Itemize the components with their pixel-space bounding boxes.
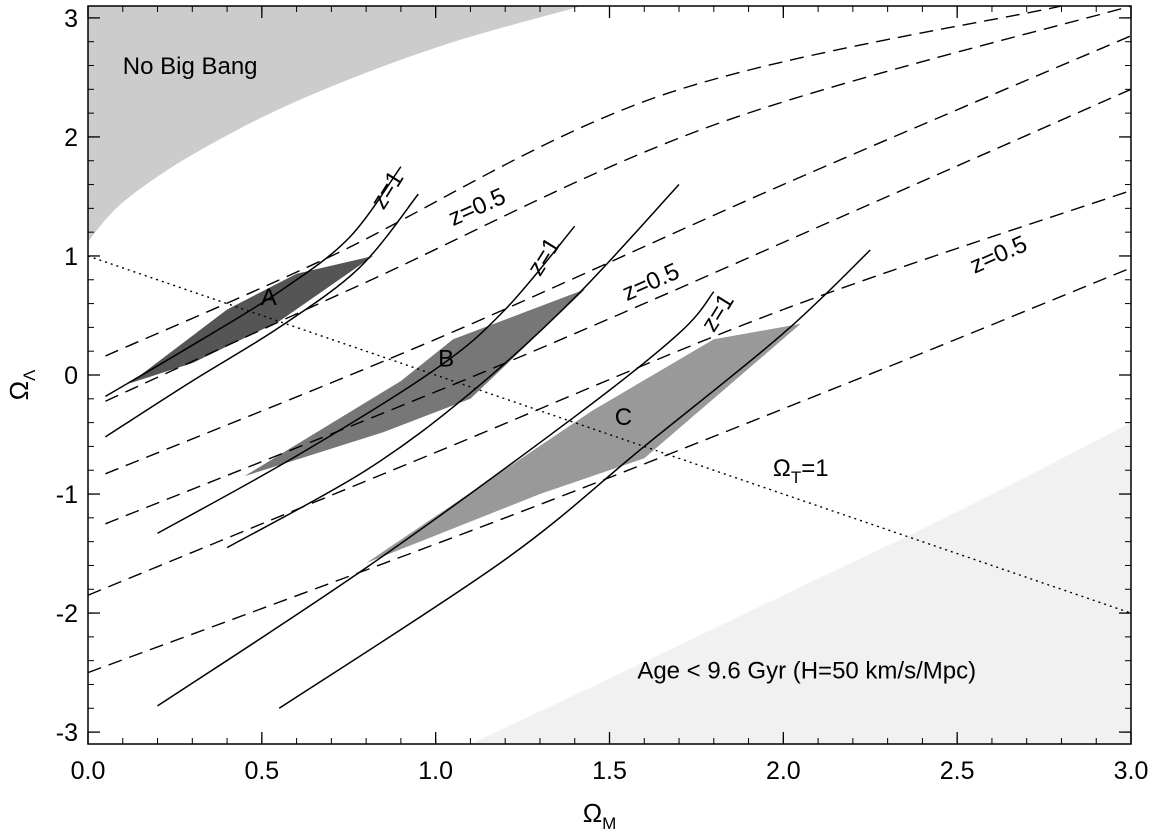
dashed-line-5 [88,189,1131,596]
z-label-5: z=1 [696,289,740,337]
solid-curve-2-left [157,225,576,534]
region-label-b: B [438,346,454,373]
x-tick-label-4: 2.0 [766,757,801,785]
x-tick-label-2: 1.0 [418,757,453,785]
dashed-line-4 [105,88,1131,525]
omega-t-line [88,255,1131,614]
background-regions [88,6,1131,744]
y-tick-label-5: 2 [64,124,78,152]
z-label-6: z=0.5 [966,230,1031,279]
dashed-line-3 [105,35,1131,475]
x-tick-label-3: 1.5 [592,757,627,785]
shaded-region-c [366,323,801,564]
y-tick-label-1: -2 [56,600,78,628]
dashed-line-1 [105,6,1062,357]
no-big-bang-label: No Big Bang [123,53,258,80]
z-label-3: z=1 [522,233,566,281]
solid-curve-1-right [104,193,419,438]
solid-curve-1-left [105,166,402,398]
dashed-line-2 [105,6,1131,402]
solid-curve-3-left [157,291,715,707]
z-label-2: z=0.5 [445,183,510,232]
y-tick-label-6: 3 [64,5,78,33]
x-tick-label-0: 0.0 [71,757,106,785]
age-limit-label: Age < 9.6 Gyr (H=50 km/s/Mpc) [637,658,976,685]
region-label-c: C [615,404,632,431]
x-tick-label-1: 0.5 [244,757,279,785]
solid-curve-3-right [278,249,871,709]
z-label-4: z=0.5 [618,258,683,307]
y-axis-title: ΩΛ [4,369,39,400]
model-lines [88,6,1131,709]
axes: 0.0 0.5 1.0 1.5 2.0 2.5 3.0 -3 -2 -1 0 1 2 3 ΩM ΩΛ [4,5,1148,832]
age-limit-region [470,422,1131,744]
omega-t-label: ΩT=1 [773,455,829,487]
dashed-line-6 [88,267,1131,674]
shaded-region-a [129,256,374,384]
y-tick-label-0: -3 [56,719,78,747]
solid-curve-2-right [226,183,680,549]
x-tick-label-6: 3.0 [1114,757,1149,785]
y-tick-label-2: -1 [56,481,78,509]
z-label-1: z=1 [366,166,410,214]
region-label-a: A [261,284,277,311]
x-axis-title: ΩM [583,798,617,832]
y-tick-label-4: 1 [64,243,78,271]
x-tick-label-5: 2.5 [940,757,975,785]
y-tick-label-3: 0 [64,362,78,390]
no-big-bang-region [88,6,582,242]
